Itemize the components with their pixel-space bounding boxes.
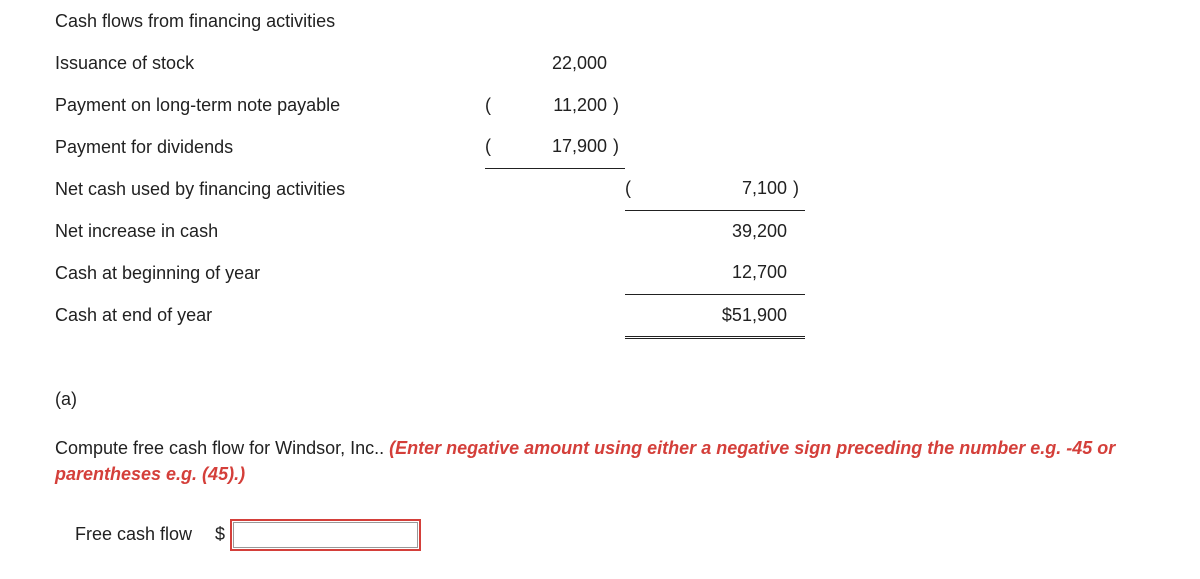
cash-end-label: Cash at end of year (55, 294, 485, 337)
net-increase-row: Net increase in cash 39,200 (55, 210, 805, 252)
line-item-row: Payment for dividends ( 17,900 ) (55, 126, 805, 168)
subtotal-amount: ( 7,100 ) (625, 168, 805, 210)
section-header: Cash flows from financing activities (55, 0, 485, 42)
cash-end-amount: $51,900 (625, 294, 805, 337)
cash-end-row: Cash at end of year $51,900 (55, 294, 805, 337)
line-item-amount: ( 17,900 ) (485, 126, 625, 168)
cash-begin-row: Cash at beginning of year 12,700 (55, 252, 805, 294)
free-cash-flow-input[interactable] (233, 522, 418, 548)
cash-begin-amount: 12,700 (625, 252, 805, 294)
line-item-label: Payment for dividends (55, 126, 485, 168)
line-item-amount: 22,000 (485, 42, 625, 84)
cash-flow-statement-table: Cash flows from financing activities Iss… (55, 0, 805, 339)
line-item-label: Issuance of stock (55, 42, 485, 84)
line-item-label: Payment on long-term note payable (55, 84, 485, 126)
part-letter: (a) (55, 389, 1145, 410)
net-increase-label: Net increase in cash (55, 210, 485, 252)
line-item-row: Issuance of stock 22,000 (55, 42, 805, 84)
currency-symbol: $ (215, 524, 225, 545)
cash-begin-label: Cash at beginning of year (55, 252, 485, 294)
subtotal-label: Net cash used by financing activities (55, 168, 485, 210)
instruction-plain: Compute free cash flow for Windsor, Inc.… (55, 438, 389, 458)
subtotal-row: Net cash used by financing activities ( … (55, 168, 805, 210)
net-increase-amount: 39,200 (625, 210, 805, 252)
free-cash-flow-input-row: Free cash flow $ (55, 522, 1145, 548)
line-item-amount: ( 11,200 ) (485, 84, 625, 126)
section-header-row: Cash flows from financing activities (55, 0, 805, 42)
input-label: Free cash flow (75, 524, 215, 545)
instruction-text: Compute free cash flow for Windsor, Inc.… (55, 435, 1145, 487)
line-item-row: Payment on long-term note payable ( 11,2… (55, 84, 805, 126)
